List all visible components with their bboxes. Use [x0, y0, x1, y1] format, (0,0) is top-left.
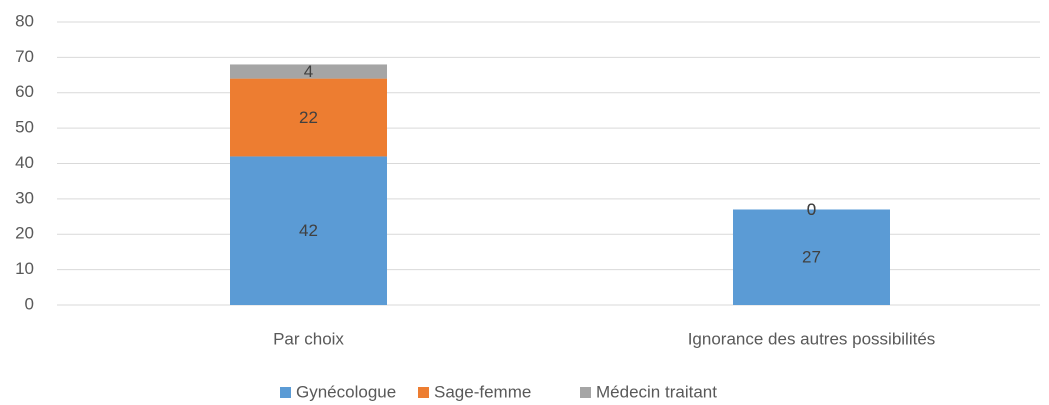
legend-label: Sage-femme [434, 382, 531, 401]
bar-segment [230, 78, 387, 157]
data-label: 0 [807, 200, 816, 219]
x-tick-label: Ignorance des autres possibilités [688, 329, 936, 348]
y-tick-label: 40 [15, 153, 34, 172]
bar-segment [733, 209, 890, 305]
bar-segment [230, 64, 387, 79]
y-tick-label: 50 [15, 118, 34, 137]
data-label: 4 [304, 62, 313, 81]
data-label: 42 [299, 221, 318, 240]
bar-segment [230, 156, 387, 305]
legend-swatch [280, 387, 291, 398]
y-tick-label: 20 [15, 224, 34, 243]
y-tick-label: 80 [15, 11, 34, 30]
data-label: 0 [807, 200, 816, 219]
y-tick-label: 30 [15, 188, 34, 207]
y-tick-label: 60 [15, 82, 34, 101]
y-tick-label: 0 [25, 294, 34, 313]
legend-label: Médecin traitant [596, 382, 717, 401]
y-tick-label: 70 [15, 47, 34, 66]
legend-label: Gynécologue [296, 382, 396, 401]
y-tick-label: 10 [15, 259, 34, 278]
data-label: 22 [299, 108, 318, 127]
data-label: 27 [802, 248, 821, 267]
legend-swatch [418, 387, 429, 398]
legend-swatch [580, 387, 591, 398]
x-tick-label: Par choix [273, 329, 344, 348]
